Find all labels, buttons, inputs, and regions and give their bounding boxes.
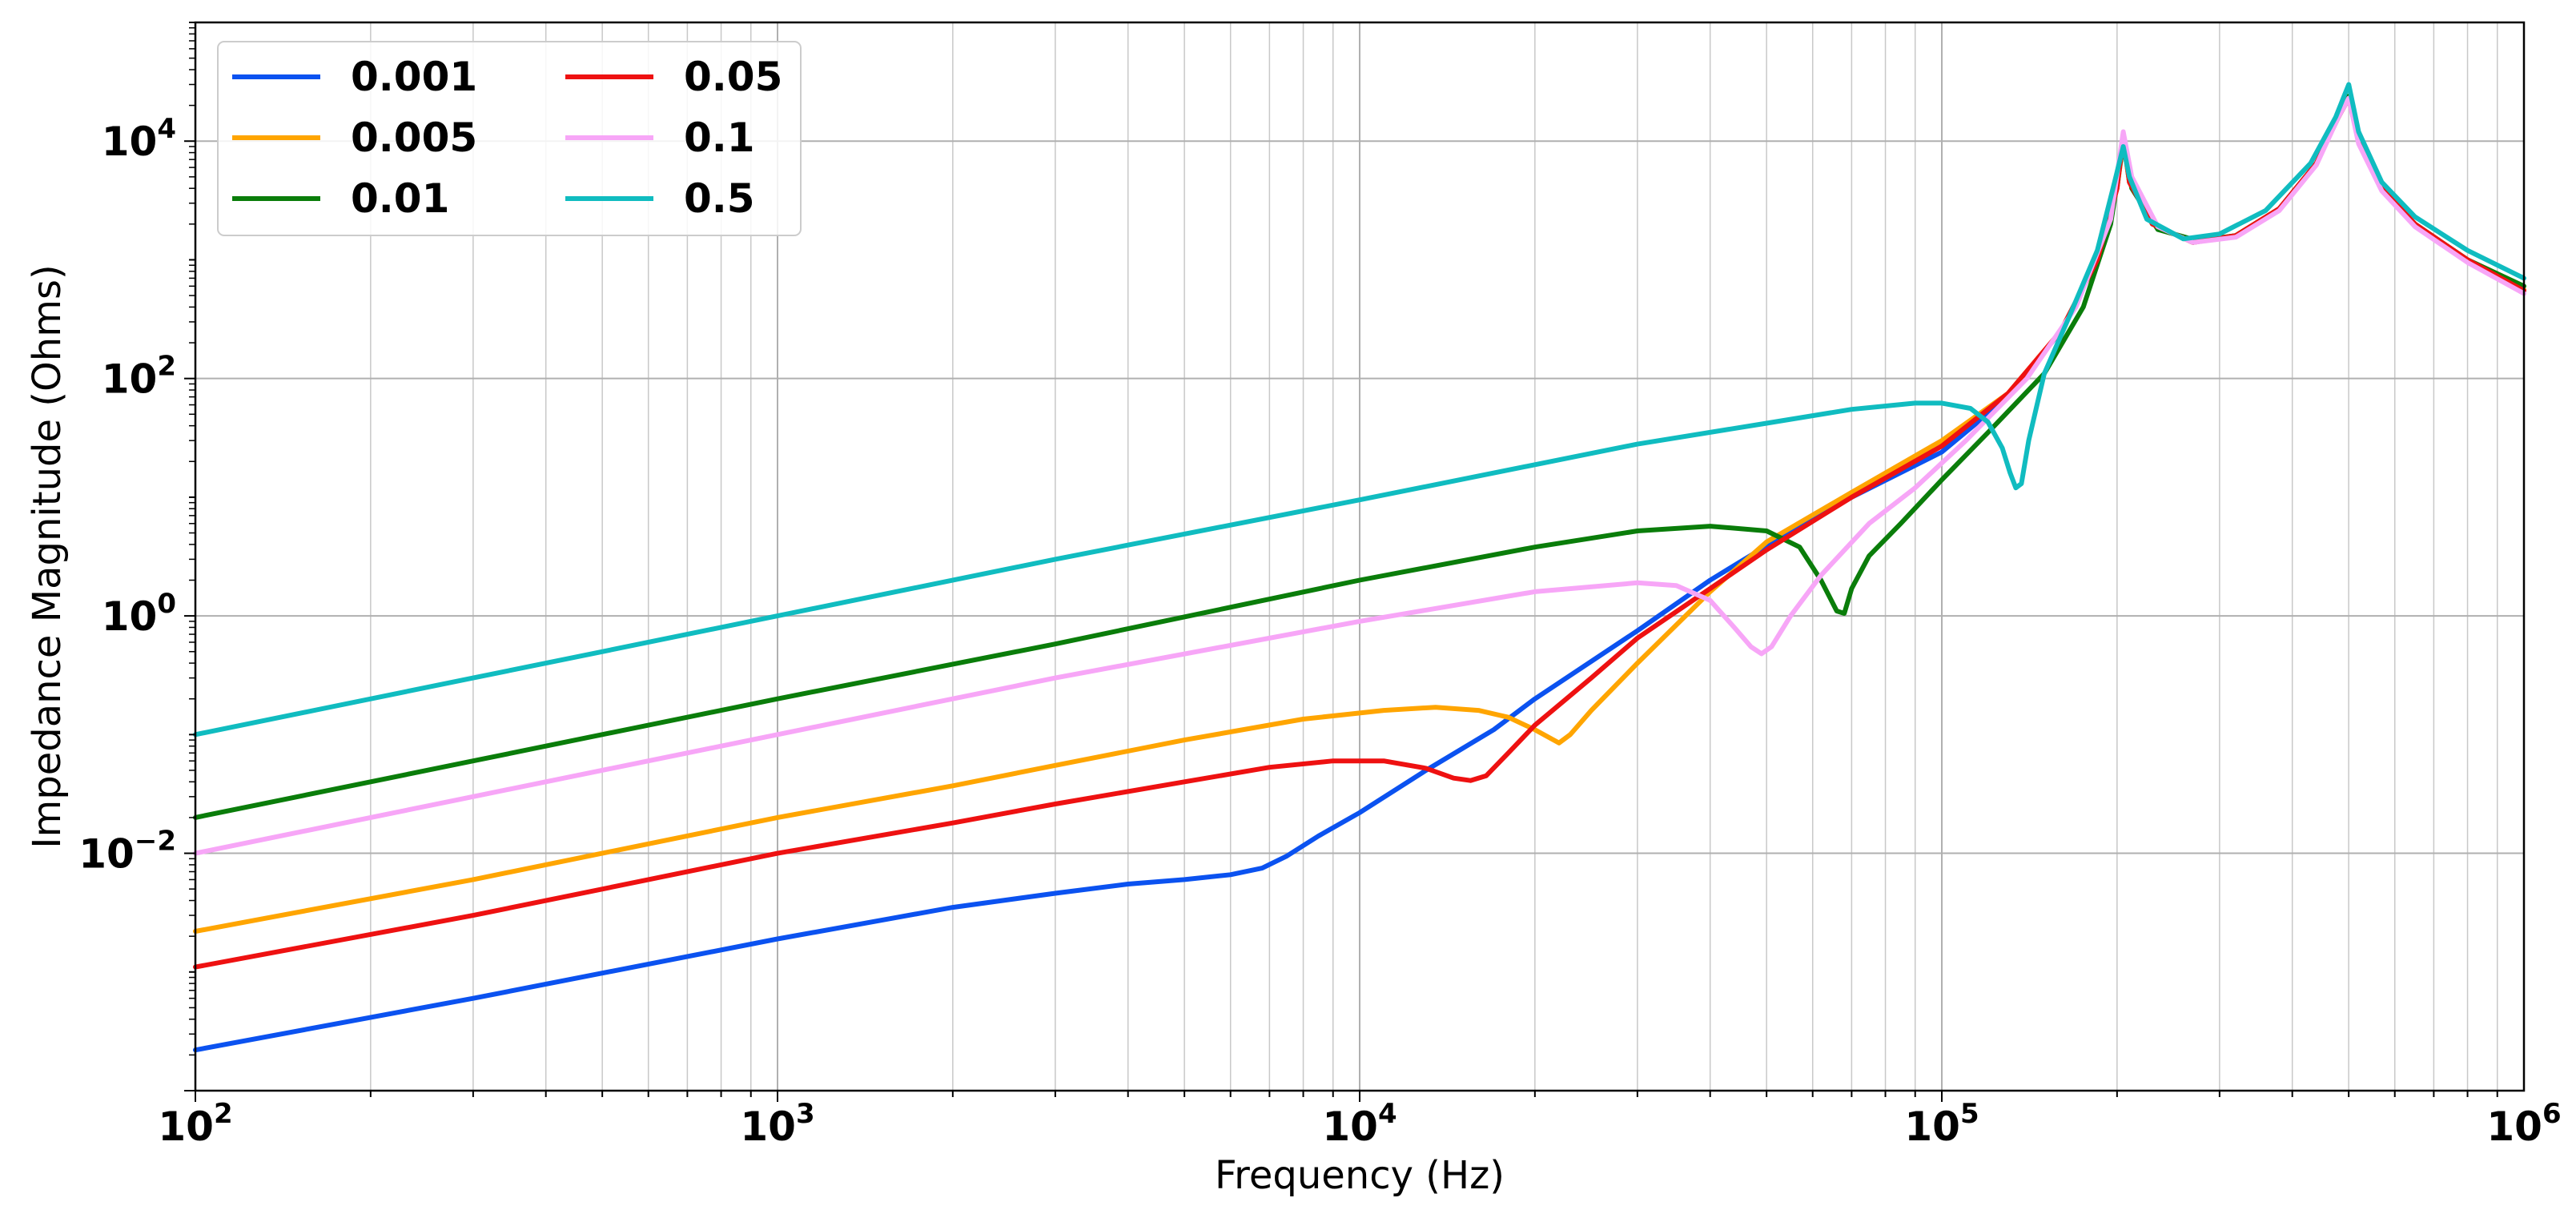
legend: 0.001 0.005 0.01 0.05 0.1 0.5 — [217, 41, 802, 236]
series-line-0-5 — [193, 82, 2526, 738]
y-tick-label: 10−2 — [78, 826, 176, 878]
y-tick-exponent: 0 — [157, 588, 176, 620]
legend-label: 0.005 — [351, 115, 477, 161]
x-tick-label: 105 — [1904, 1098, 1979, 1150]
x-tick-label: 102 — [158, 1098, 232, 1150]
y-tick-exponent: 4 — [157, 113, 176, 145]
x-tick-exponent: 3 — [796, 1098, 815, 1130]
series-layer — [193, 82, 2526, 1053]
x-tick-exponent: 5 — [1960, 1098, 1979, 1130]
y-tick-base: 10 — [78, 831, 135, 878]
legend-label: 0.05 — [684, 54, 782, 100]
x-tick-base: 10 — [2486, 1103, 2542, 1150]
y-tick-base: 10 — [102, 593, 158, 640]
legend-label: 0.1 — [684, 115, 755, 161]
y-tick-label: 102 — [102, 351, 176, 403]
y-tick-exponent: −2 — [135, 826, 176, 858]
y-tick-base: 10 — [102, 119, 158, 165]
y-tick-base: 10 — [102, 356, 158, 403]
x-tick-exponent: 4 — [1378, 1098, 1397, 1130]
x-tick-base: 10 — [1322, 1103, 1378, 1150]
x-tick-base: 10 — [158, 1103, 214, 1150]
x-axis-label: Frequency (Hz) — [1215, 1153, 1505, 1198]
x-tick-exponent: 2 — [214, 1098, 233, 1130]
x-tick-base: 10 — [1904, 1103, 1960, 1150]
legend-label: 0.5 — [684, 175, 755, 222]
legend-label: 0.001 — [351, 54, 477, 100]
x-tick-label: 104 — [1322, 1098, 1397, 1150]
y-tick-label: 104 — [102, 113, 176, 165]
legend-label: 0.01 — [351, 175, 449, 222]
x-tick-label: 106 — [2486, 1098, 2561, 1150]
y-axis-label: Impedance Magnitude (Ohms) — [25, 264, 70, 848]
legend-box — [217, 41, 802, 236]
x-tick-exponent: 6 — [2542, 1098, 2562, 1130]
y-tick-exponent: 2 — [157, 351, 176, 383]
x-tick-base: 10 — [740, 1103, 796, 1150]
y-tick-label: 100 — [102, 588, 176, 640]
series-line-0-1 — [193, 95, 2526, 856]
axis-ticks — [184, 22, 2498, 1102]
x-tick-label: 103 — [740, 1098, 814, 1150]
